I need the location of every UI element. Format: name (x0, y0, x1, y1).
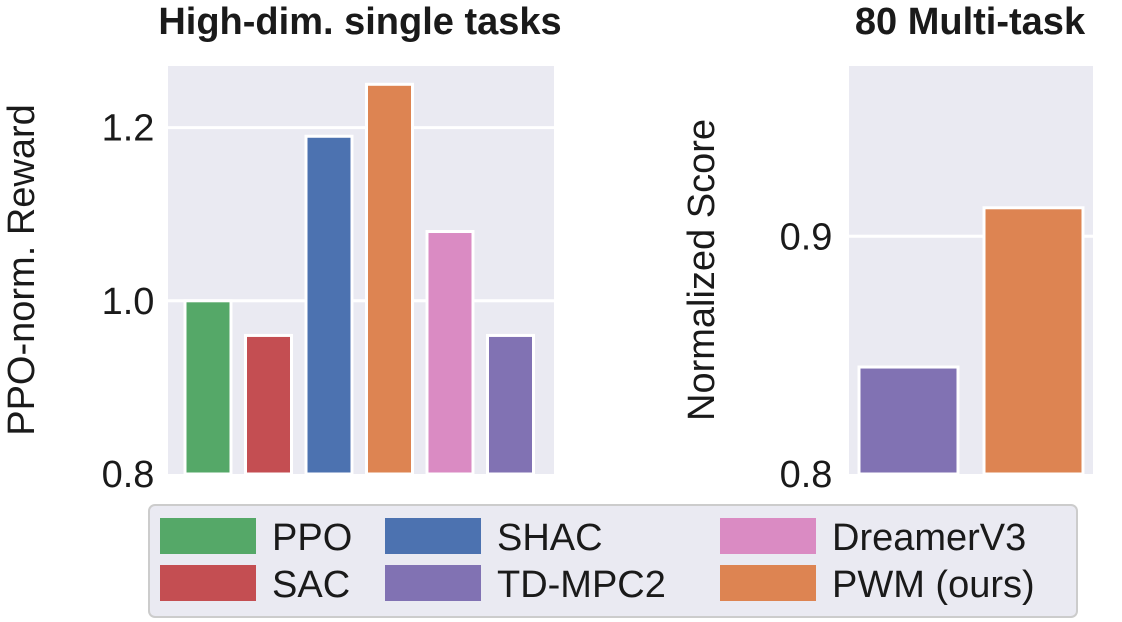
bar-shac (304, 134, 354, 476)
bar-sac (244, 333, 293, 476)
legend-swatch (160, 518, 256, 554)
chart-title: High-dim. single tasks (158, 1, 561, 43)
legend-item: PWM (ours) (720, 564, 1035, 606)
legend-item: PPO (160, 517, 352, 559)
legend-swatch (385, 518, 481, 554)
legend-swatch (385, 565, 481, 601)
legend-swatch (160, 565, 256, 601)
chart-panel-single-tasks: 0.8 1.0 1.2 High-dim. single tasks PPO-nor… (1, 1, 562, 496)
y-tick-label: 1.0 (102, 281, 155, 323)
bar-pwm-ours (982, 206, 1085, 476)
legend-swatch (720, 565, 816, 601)
y-tick-labels: 0.8 0.9 (780, 216, 833, 496)
bar-series (857, 206, 1085, 476)
y-tick-label: 0.9 (780, 216, 833, 258)
chart-panel-multi-task: 0.8 0.9 80 Multi-task Normalized Score (681, 1, 1093, 496)
legend-label: SHAC (497, 517, 603, 559)
y-tick-label: 0.8 (780, 454, 833, 496)
chart-title: 80 Multi-task (855, 1, 1086, 43)
bar-td-mpc2 (486, 333, 535, 476)
legend-item: DreamerV3 (720, 517, 1026, 559)
bar-ppo (183, 299, 233, 476)
legend-label: SAC (272, 564, 350, 606)
y-tick-label: 1.2 (102, 108, 155, 150)
bar-pwm-ours (365, 82, 414, 476)
y-tick-labels: 0.8 1.0 1.2 (102, 108, 155, 496)
bar-td-mpc2 (857, 365, 960, 476)
legend-swatch (720, 518, 816, 554)
bar-series (183, 82, 535, 476)
legend-label: PPO (272, 517, 352, 559)
y-axis-label: PPO-norm. Reward (1, 104, 43, 436)
legend-frame (148, 504, 1078, 618)
legend: PPO SAC SHAC TD-MPC2 DreamerV3 PWM (ours) (148, 504, 1078, 618)
legend-label: TD-MPC2 (497, 564, 666, 606)
legend-item: SAC (160, 564, 350, 606)
bar-dreamerv3 (425, 230, 475, 476)
y-tick-label: 0.8 (102, 454, 155, 496)
legend-item: TD-MPC2 (385, 564, 666, 606)
legend-label: DreamerV3 (832, 517, 1026, 559)
y-axis-label: Normalized Score (681, 119, 723, 421)
legend-label: PWM (ours) (832, 564, 1035, 606)
legend-item: SHAC (385, 517, 603, 559)
